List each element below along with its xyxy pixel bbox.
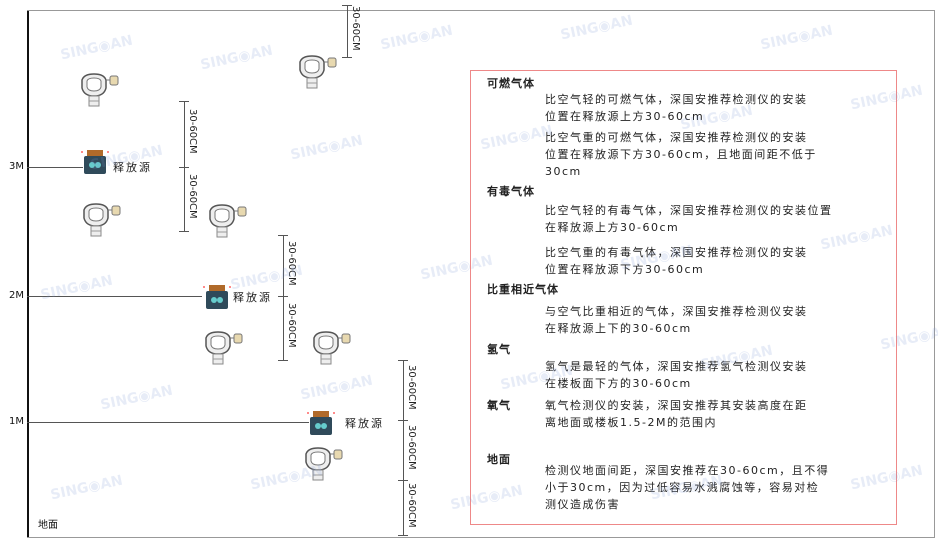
guide-text-line: 小于30cm，因为过低容易水溅腐蚀等，容易对检: [545, 481, 820, 494]
guide-section-title: 比重相近气体: [487, 283, 559, 296]
guide-text-line: 离地面或楼板1.5-2M的范围内: [545, 416, 717, 429]
dimension-line: [184, 101, 185, 167]
dimension-tick: [398, 360, 408, 361]
dimension-tick: [179, 101, 189, 102]
dimension-label: 30-60CM: [406, 365, 417, 410]
guide-text-line: 比空气重的有毒气体，深国安推荐检测仪的安装: [545, 246, 808, 259]
guide-section-title: 氧气: [487, 399, 511, 412]
dimension-tick: [179, 231, 189, 232]
dimension-tick: [398, 535, 408, 536]
right-edge-line: [934, 10, 935, 538]
dimension-line: [347, 5, 348, 57]
level-1m: 1M: [9, 416, 24, 427]
gas-detector-icon: [209, 204, 247, 238]
dimension-line: [283, 235, 284, 296]
watermark: SING◉AN: [559, 12, 635, 44]
guide-text-line: 在楼板面下方的30-60cm: [545, 377, 692, 390]
dimension-line: [403, 420, 404, 480]
gas-detector-icon: [205, 331, 243, 365]
watermark: SING◉AN: [99, 382, 175, 414]
dimension-label: 30-60CM: [406, 482, 417, 528]
level-2m: 2M: [9, 290, 24, 301]
guide-text-line: 与空气比重相近的气体，深国安推荐检测仪安装: [545, 305, 808, 318]
guide-text-line: 30cm: [545, 165, 582, 178]
guide-text-line: 测仪造成伤害: [545, 498, 620, 511]
watermark: SING◉AN: [289, 132, 365, 164]
dimension-label: 30-60CM: [187, 174, 198, 219]
guide-text-line: 位置在释放源下方30-60cm，且地面间距不低于: [545, 148, 817, 161]
guide-text-line: 比空气轻的有毒气体，深国安推荐检测仪的安装位置: [545, 204, 833, 217]
dimension-line: [403, 360, 404, 420]
gas-detector-icon: [299, 55, 337, 89]
guide-text-line: 检测仪地面间距，深国安推荐在30-60cm，且不得: [545, 464, 830, 477]
release-source-icon: [203, 285, 231, 309]
level-3m: 3M: [9, 161, 24, 172]
guide-text-line: 位置在释放源上方30-60cm: [545, 110, 705, 123]
watermark: SING◉AN: [759, 22, 835, 54]
guide-section-title: 有毒气体: [487, 185, 535, 198]
watermark: SING◉AN: [39, 272, 115, 304]
guide-text-line: 在释放源上下的30-60cm: [545, 322, 692, 335]
floor-line: [27, 537, 935, 538]
watermark: SING◉AN: [299, 372, 375, 404]
release-source-label: 释放源: [233, 291, 272, 304]
guide-section-title: 地面: [487, 453, 511, 466]
watermark: SING◉AN: [59, 32, 135, 64]
watermark: SING◉AN: [49, 472, 125, 504]
dimension-tick: [342, 57, 352, 58]
dimension-line: [184, 167, 185, 231]
ground-label: 地面: [38, 520, 58, 531]
dimension-tick: [342, 5, 352, 6]
dimension-label: 30-60CM: [187, 109, 198, 154]
ceiling-line: [27, 10, 935, 11]
release-source-icon: [307, 411, 335, 435]
guide-text-line: 比空气重的可燃气体，深国安推荐检测仪的安装: [545, 131, 808, 144]
dimension-tick: [398, 420, 408, 421]
dimension-line: [403, 480, 404, 535]
gas-detector-icon: [313, 331, 351, 365]
dimension-label: 30-60CM: [286, 303, 297, 348]
level-1m-line: [27, 422, 309, 423]
watermark: SING◉AN: [379, 22, 455, 54]
guide-text-line: 氧气检测仪的安装，深国安推荐其安装高度在距: [545, 399, 808, 412]
guide-text-line: 在释放源上方30-60cm: [545, 221, 680, 234]
guide-section-title: 可燃气体: [487, 77, 535, 90]
gas-detector-icon: [305, 447, 343, 481]
release-source-label: 释放源: [345, 417, 384, 430]
dimension-tick: [398, 480, 408, 481]
guide-text-line: 比空气轻的可燃气体，深国安推荐检测仪的安装: [545, 93, 808, 106]
installation-guide-box: [470, 70, 897, 525]
wall-line: [27, 10, 29, 538]
dimension-tick: [278, 360, 288, 361]
guide-text-line: 氢气是最轻的气体，深国安推荐氢气检测仪安装: [545, 360, 808, 373]
dimension-line: [283, 296, 284, 360]
gas-detector-icon: [83, 203, 121, 237]
guide-section-title: 氢气: [487, 343, 511, 356]
dimension-tick: [179, 167, 189, 168]
dimension-label: 30-60CM: [350, 6, 361, 51]
level-3m-line: [27, 167, 83, 168]
release-source-label: 释放源: [113, 161, 152, 174]
gas-detector-icon: [81, 73, 119, 107]
guide-text-line: 位置在释放源下方30-60cm: [545, 263, 705, 276]
dimension-tick: [278, 235, 288, 236]
level-2m-line: [27, 296, 202, 297]
watermark: SING◉AN: [199, 42, 275, 74]
release-source-icon: [81, 150, 109, 174]
dimension-label: 30-60CM: [286, 240, 297, 286]
dimension-label: 30-60CM: [406, 425, 417, 470]
dimension-tick: [278, 296, 288, 297]
